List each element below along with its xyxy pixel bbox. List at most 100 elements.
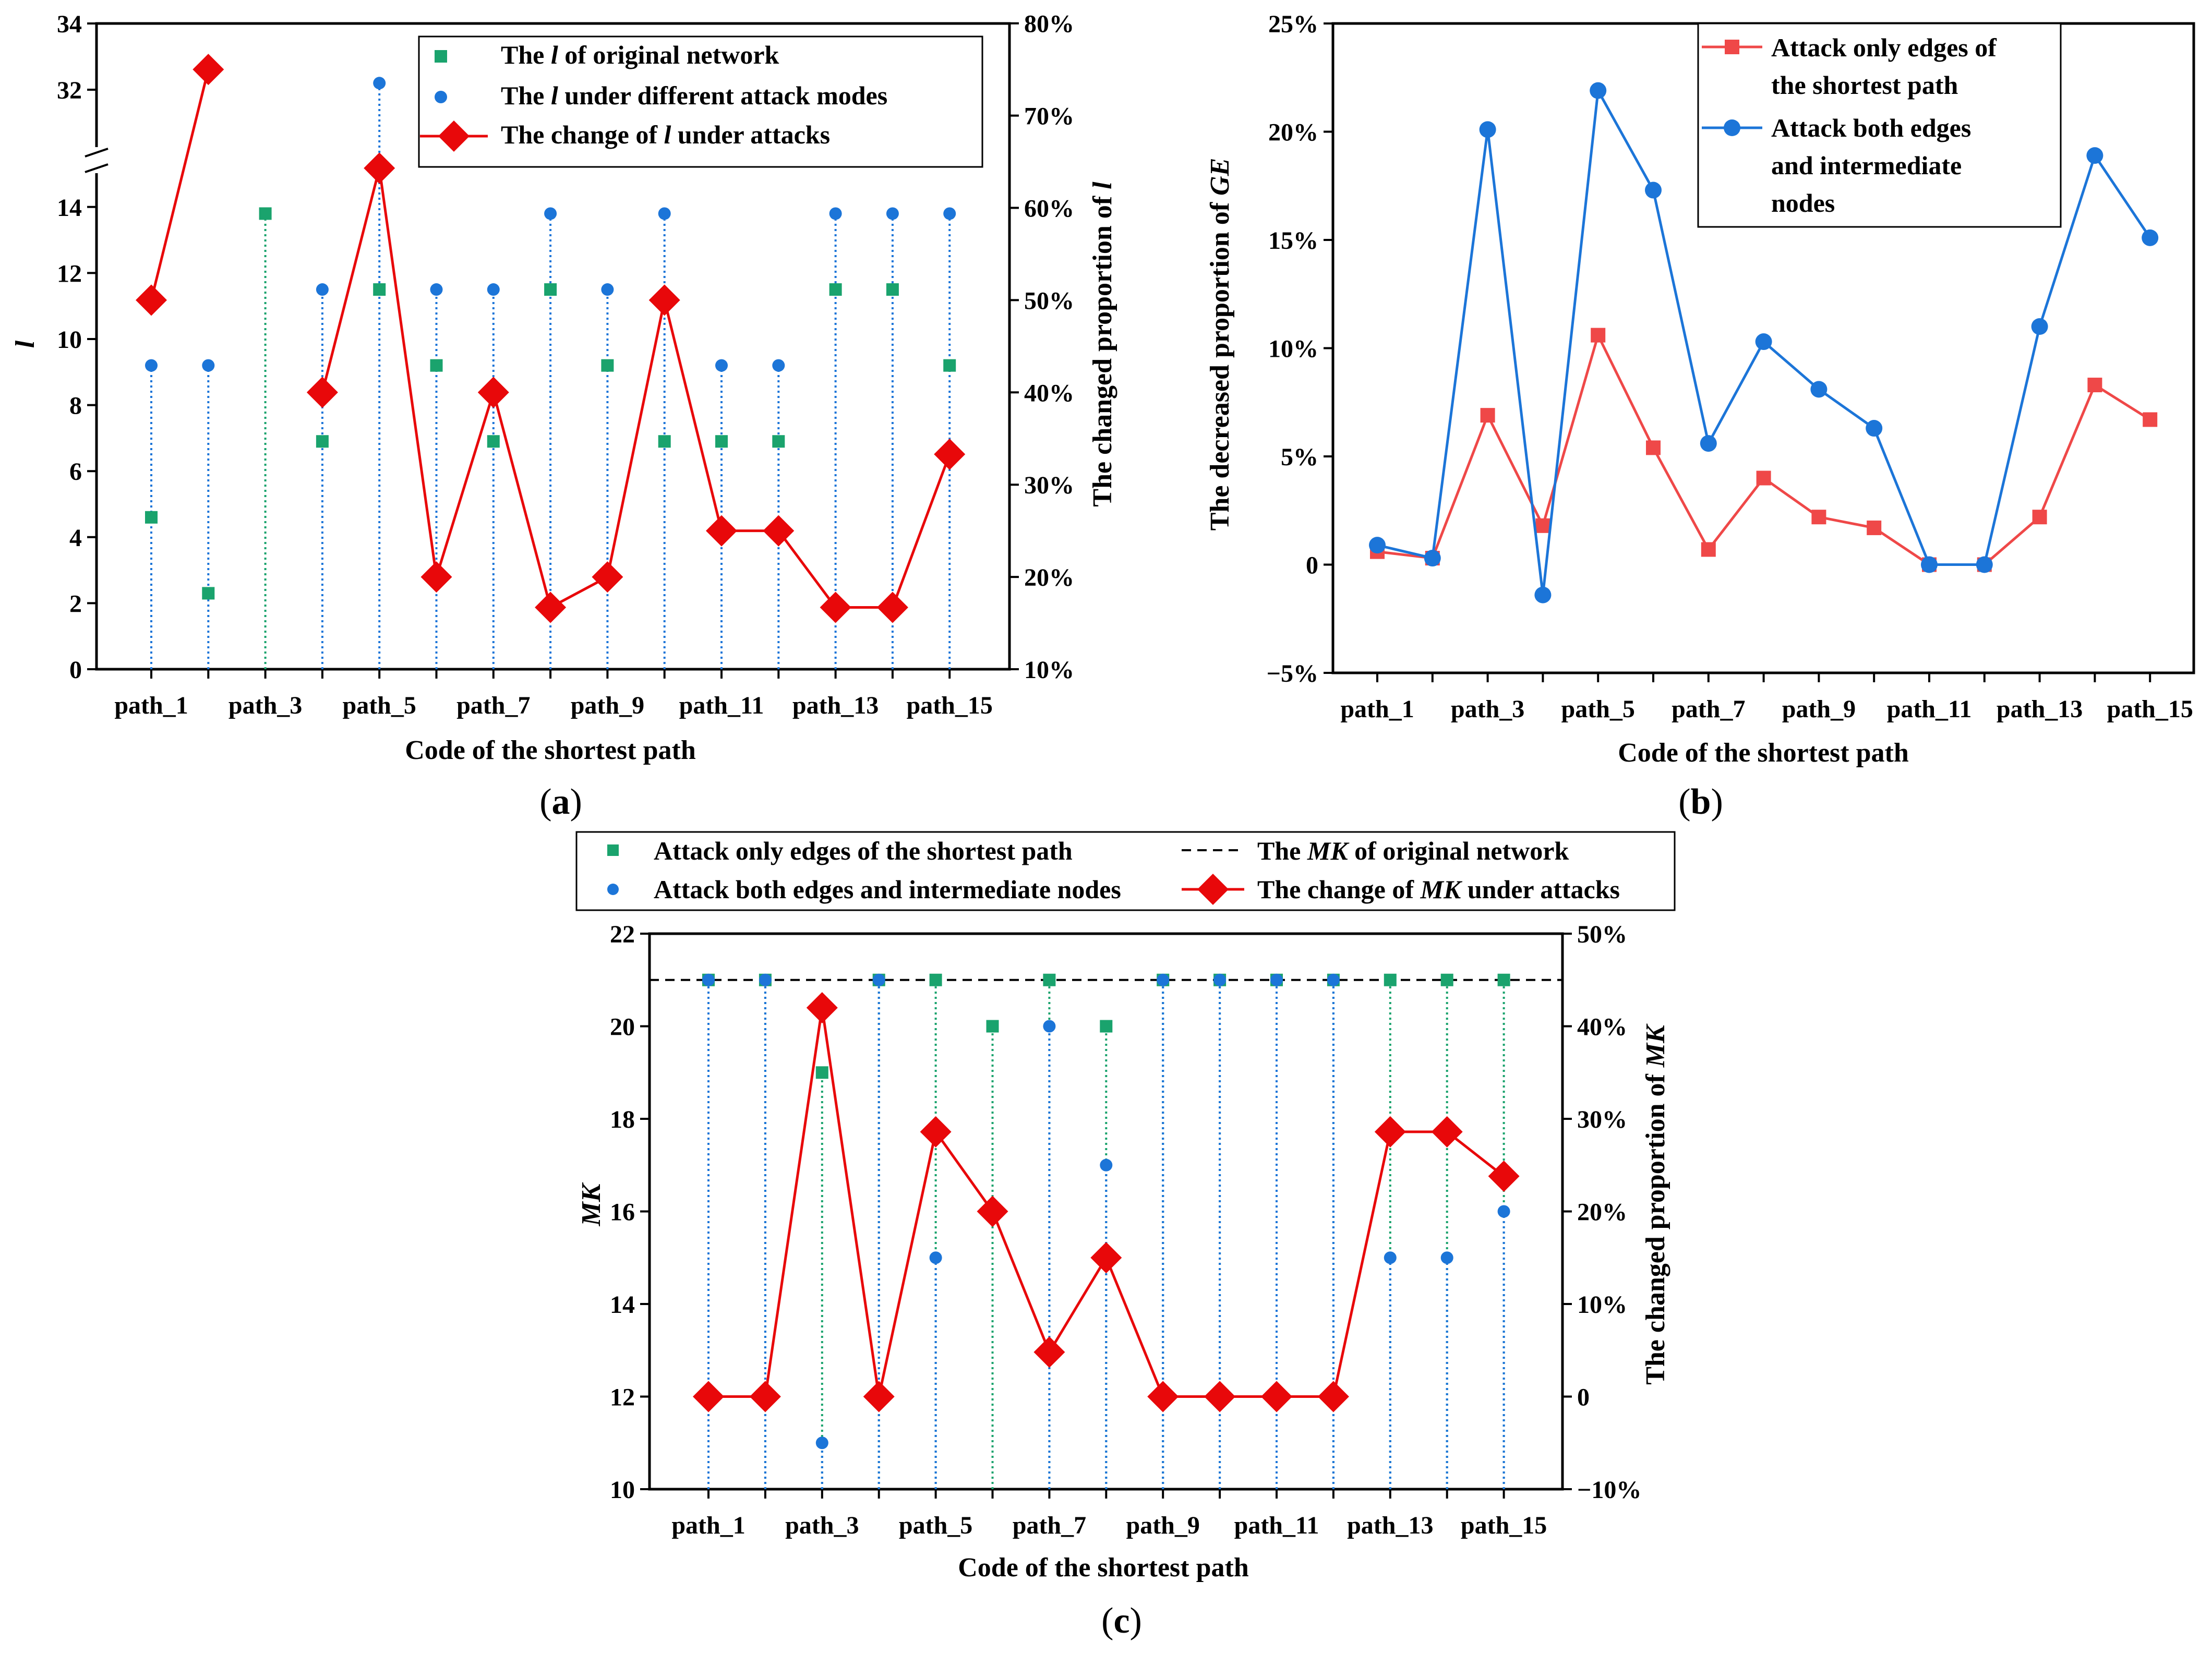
edges-only-mk-point bbox=[986, 1020, 999, 1033]
legend-marker-edges-nodes bbox=[607, 884, 619, 895]
edges-nodes-point bbox=[1645, 182, 1662, 199]
edges-nodes-point bbox=[1700, 435, 1717, 452]
edges-only-mk-point bbox=[1043, 973, 1056, 986]
x-axis-title: Code of the shortest path bbox=[958, 1553, 1249, 1583]
y-tick-label: 34 bbox=[57, 10, 82, 38]
x-tick-label: path_1 bbox=[671, 1512, 745, 1539]
original-l-point bbox=[658, 435, 671, 448]
x-tick-label: path_5 bbox=[1561, 695, 1635, 723]
legend-label-edges-only: Attack only edges of the shortest path bbox=[654, 836, 1073, 865]
y-right-axis-title: The changed proportion of l bbox=[1088, 182, 1117, 507]
panel-label-c: (c) bbox=[1101, 1601, 1142, 1641]
edges-nodes-point bbox=[1369, 537, 1386, 554]
y-right-tick-label: 50% bbox=[1024, 287, 1074, 315]
axis-break-mark bbox=[85, 163, 109, 173]
change-mk-point bbox=[693, 1381, 724, 1412]
edges-nodes-mk-point bbox=[702, 973, 715, 986]
original-l-point bbox=[202, 587, 215, 600]
legend-marker-attack bbox=[435, 91, 447, 103]
y-tick-label: 4 bbox=[69, 524, 82, 552]
change-mk-point bbox=[1431, 1116, 1463, 1148]
edges-nodes-mk-point bbox=[815, 1436, 828, 1450]
edges-only-mk-point bbox=[1100, 1020, 1113, 1033]
change-mk-point bbox=[749, 1381, 781, 1412]
edges-nodes-point bbox=[1810, 381, 1828, 398]
edges-nodes-point bbox=[1921, 556, 1938, 573]
edges-nodes-point bbox=[1976, 556, 1993, 573]
y-tick-label: 10% bbox=[1268, 335, 1318, 363]
y-tick-label: 8 bbox=[69, 392, 82, 420]
y-right-tick-label: −10% bbox=[1577, 1476, 1641, 1504]
x-tick-label: path_7 bbox=[456, 692, 530, 719]
original-l-point bbox=[259, 207, 272, 220]
change-line bbox=[321, 167, 951, 610]
x-tick-label: path_7 bbox=[1013, 1512, 1086, 1539]
legend-marker-change bbox=[1197, 874, 1229, 905]
x-tick-label: path_15 bbox=[2107, 695, 2193, 723]
x-tick-label: path_11 bbox=[679, 692, 764, 719]
change-mk-point bbox=[863, 1381, 895, 1412]
change-mk-point bbox=[1033, 1336, 1065, 1368]
attack-l-point bbox=[943, 207, 956, 220]
y-tick-label: 0 bbox=[1306, 552, 1318, 579]
change-l-point bbox=[706, 515, 737, 547]
legend-label-edges-nodes: and intermediate bbox=[1771, 151, 1962, 180]
change-mk-point bbox=[920, 1116, 952, 1148]
edges-only-point bbox=[1646, 440, 1661, 455]
change-mk-point bbox=[1317, 1381, 1349, 1412]
attack-l-point bbox=[316, 283, 329, 296]
edges-nodes-mk-point bbox=[1043, 1020, 1056, 1033]
panel-b-chart: −5% 0 5% 10% 15% 20% 25% path_1 path_3 path_5 path… bbox=[1205, 10, 2195, 822]
legend-label-edges-only: the shortest path bbox=[1771, 70, 1958, 100]
y-tick-label: 0 bbox=[69, 656, 82, 684]
change-l-point bbox=[364, 152, 395, 184]
change-l-point bbox=[763, 515, 795, 547]
y-right-tick-label: 30% bbox=[1577, 1106, 1627, 1133]
edges-nodes-point bbox=[1590, 82, 1607, 99]
change-mk-point bbox=[1147, 1381, 1179, 1412]
edges-only-point bbox=[1701, 542, 1716, 557]
panel-a-chart: 0 2 4 6 8 10 12 14 32 34 10% 20% 30% 40% 50% 60% 70% 80% p… bbox=[10, 10, 1117, 822]
edges-only-mk-point bbox=[815, 1066, 828, 1079]
original-l-point bbox=[886, 283, 899, 296]
edges-only-point bbox=[2087, 378, 2102, 393]
original-l-point bbox=[430, 359, 443, 372]
legend-marker-edges-only bbox=[1725, 40, 1739, 54]
original-l-point bbox=[544, 283, 557, 296]
legend-label-edges-nodes: Attack both edges and intermediate nodes bbox=[654, 875, 1121, 904]
edges-only-mk-point bbox=[1497, 973, 1510, 986]
edges-nodes-mk-point bbox=[1497, 1205, 1510, 1218]
edges-nodes-mk-point bbox=[1213, 973, 1227, 986]
original-l-point bbox=[772, 435, 785, 448]
legend-marker-original bbox=[435, 50, 447, 63]
panel-label-b: (b) bbox=[1678, 782, 1723, 822]
change-mk-point bbox=[806, 992, 838, 1023]
legend-label-change: The change of MK under attacks bbox=[1257, 875, 1620, 904]
edges-only-point bbox=[2032, 510, 2047, 525]
legend-box bbox=[1697, 22, 2062, 228]
y-right-tick-label: 30% bbox=[1024, 472, 1074, 499]
original-l-point bbox=[715, 435, 728, 448]
edges-nodes-mk-point bbox=[872, 973, 885, 986]
legend-label-edges-only: Attack only edges of bbox=[1771, 33, 1997, 62]
edges-only-point bbox=[1480, 408, 1495, 423]
original-l-point bbox=[316, 435, 329, 448]
edges-only-mk-point bbox=[1440, 973, 1453, 986]
change-l-point bbox=[592, 561, 623, 593]
edges-only-point bbox=[1811, 510, 1826, 525]
original-l-point bbox=[601, 359, 614, 372]
attack-l-point bbox=[715, 359, 728, 372]
y-right-tick-label: 20% bbox=[1024, 564, 1074, 591]
y-tick-label: 14 bbox=[610, 1291, 635, 1319]
x-tick-label: path_13 bbox=[1347, 1512, 1433, 1539]
legend-label-attack: The l under different attack modes bbox=[501, 81, 887, 110]
axis-break-mark bbox=[85, 148, 109, 158]
edges-nodes-point bbox=[1534, 586, 1552, 603]
y-tick-label: 16 bbox=[610, 1199, 635, 1226]
x-axis-title: Code of the shortest path bbox=[405, 735, 696, 765]
x-tick-label: path_9 bbox=[1782, 695, 1856, 723]
change-mk-point bbox=[1090, 1242, 1122, 1274]
x-axis-title: Code of the shortest path bbox=[1618, 738, 1909, 768]
plot-frame bbox=[95, 22, 1011, 671]
